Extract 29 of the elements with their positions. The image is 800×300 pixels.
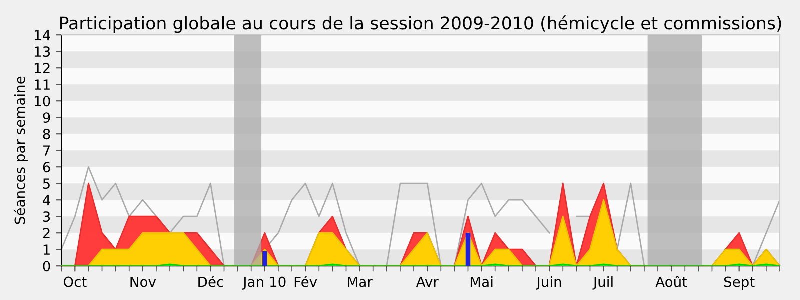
y-tick-label: 13 bbox=[35, 46, 50, 58]
x-tick-label: Fév bbox=[294, 276, 318, 288]
chart-title: Participation globale au cours de la session 2009-2010 (hémicycle et commissions) bbox=[60, 16, 782, 34]
y-tick-label: 11 bbox=[35, 80, 50, 90]
y-tick-label: 9 bbox=[43, 112, 50, 124]
y-tick-label: 12 bbox=[35, 63, 50, 74]
y-tick-label: 0 bbox=[43, 261, 50, 272]
y-tick-label: 3 bbox=[43, 212, 50, 222]
y-tick-label: 8 bbox=[43, 129, 50, 140]
y-axis-title: Séances par semaine bbox=[14, 76, 28, 224]
y-tick-label: 14 bbox=[35, 30, 50, 40]
y-tick-label: 5 bbox=[43, 178, 50, 190]
y-tick-label: 2 bbox=[43, 228, 50, 238]
x-tick-label: Août bbox=[656, 276, 688, 288]
x-tick-label: Mar bbox=[348, 276, 373, 288]
x-tick-label: Juil bbox=[592, 276, 613, 290]
y-tick-label: 10 bbox=[35, 96, 50, 107]
y-tick-label: 4 bbox=[43, 195, 50, 206]
y-tick-label: 7 bbox=[43, 146, 50, 156]
y-tick-label: 6 bbox=[43, 162, 50, 173]
x-tick-label: Oct bbox=[64, 276, 87, 288]
x-tick-label: Jan 10 bbox=[242, 276, 286, 290]
x-tick-label: Déc bbox=[198, 276, 224, 288]
x-tick-label: Avr bbox=[416, 276, 439, 288]
x-tick-label: Nov bbox=[130, 276, 156, 288]
y-tick-label: 1 bbox=[44, 244, 50, 255]
x-tick-label: Sept bbox=[724, 276, 755, 290]
x-tick-label: Juin bbox=[536, 276, 562, 290]
x-tick-label: Mai bbox=[470, 276, 493, 288]
